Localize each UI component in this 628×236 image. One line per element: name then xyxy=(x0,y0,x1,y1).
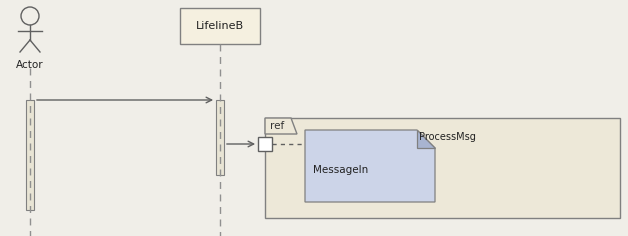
FancyBboxPatch shape xyxy=(258,137,272,151)
FancyBboxPatch shape xyxy=(26,100,34,210)
Text: LifelineB: LifelineB xyxy=(196,21,244,31)
Text: Actor: Actor xyxy=(16,60,44,70)
Polygon shape xyxy=(305,130,435,202)
Polygon shape xyxy=(265,118,297,134)
FancyBboxPatch shape xyxy=(180,8,260,44)
Text: MessageIn: MessageIn xyxy=(313,164,368,175)
FancyBboxPatch shape xyxy=(265,118,620,218)
FancyBboxPatch shape xyxy=(216,100,224,175)
Text: ref: ref xyxy=(270,121,284,131)
Text: ProcessMsg: ProcessMsg xyxy=(419,132,476,142)
Polygon shape xyxy=(417,130,435,148)
